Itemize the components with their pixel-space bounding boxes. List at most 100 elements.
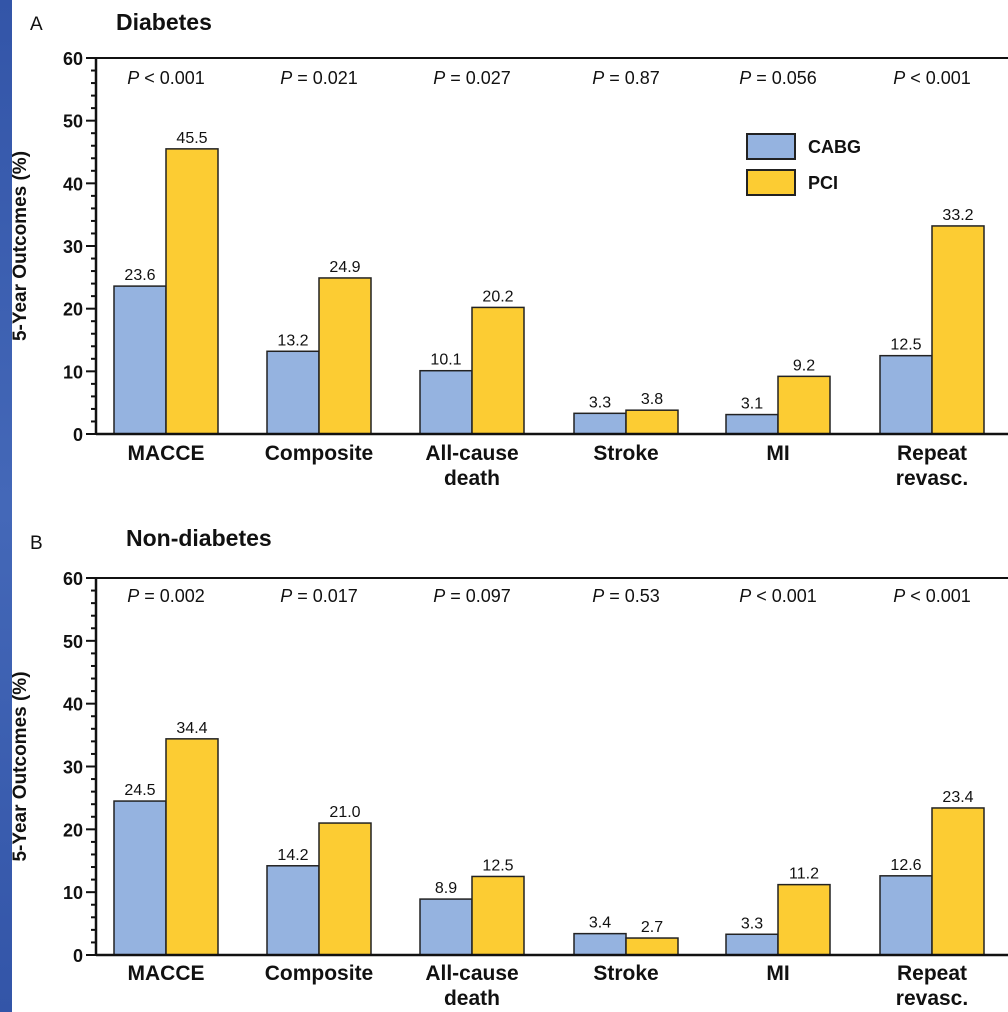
data-label: 9.2 xyxy=(793,357,815,374)
y-tick-label: 40 xyxy=(63,174,83,194)
y-axis-label: 5-Year Outcomes (%) xyxy=(12,671,31,861)
p-value-label: P < 0.001 xyxy=(739,586,817,606)
y-tick-label: 0 xyxy=(73,946,83,966)
x-category-label: All-cause xyxy=(425,962,518,985)
y-axis-label: 5-Year Outcomes (%) xyxy=(12,151,31,341)
data-label: 12.6 xyxy=(890,857,921,874)
bar-pci xyxy=(777,375,831,435)
bar-cabg xyxy=(573,412,627,435)
bar-cabg xyxy=(266,865,320,956)
data-label: 21.0 xyxy=(329,804,360,821)
data-label: 13.2 xyxy=(277,332,308,349)
bar-cabg xyxy=(419,369,473,435)
figure: A Diabetes 5-Year Outcomes (%) 0 10 20 30 40 50 6… xyxy=(12,0,1008,1012)
panel-letter: B xyxy=(30,533,43,554)
data-label: 3.1 xyxy=(741,396,763,413)
bar-cabg xyxy=(113,800,167,956)
data-label: 23.6 xyxy=(124,267,155,284)
x-category-label: MACCE xyxy=(128,442,205,465)
data-label: 14.2 xyxy=(277,847,308,864)
y-tick-label: 30 xyxy=(63,237,83,257)
data-label: 34.4 xyxy=(176,720,207,737)
bar-cabg xyxy=(879,875,933,956)
x-category-label: Repeat xyxy=(897,962,967,985)
y-tick-label: 30 xyxy=(63,758,83,778)
data-label: 33.2 xyxy=(942,207,973,224)
x-category-label: death xyxy=(444,467,500,490)
x-category-label: MACCE xyxy=(128,962,205,985)
legend-label: PCI xyxy=(808,173,838,193)
data-label: 24.9 xyxy=(329,259,360,276)
y-tick-label: 50 xyxy=(63,632,83,652)
bar-cabg xyxy=(725,413,779,435)
bar-cabg xyxy=(419,898,473,956)
p-value-label: P = 0.097 xyxy=(433,586,511,606)
x-category-label: revasc. xyxy=(896,987,968,1010)
data-label: 20.2 xyxy=(482,288,513,305)
data-label: 45.5 xyxy=(176,130,207,147)
data-label: 3.3 xyxy=(741,915,763,932)
bar-pci xyxy=(625,937,679,956)
panel-letter: A xyxy=(30,14,43,35)
bar-pci xyxy=(931,225,985,435)
x-category-label: MI xyxy=(766,442,789,465)
x-category-label: death xyxy=(444,987,500,1010)
y-tick-label: 60 xyxy=(63,49,83,69)
bar-cabg xyxy=(879,354,933,435)
x-category-label: Stroke xyxy=(593,442,658,465)
data-label: 23.4 xyxy=(942,789,973,806)
bar-cabg xyxy=(266,350,320,435)
p-value-label: P = 0.002 xyxy=(127,586,205,606)
x-category-label: revasc. xyxy=(896,467,968,490)
data-label: 3.4 xyxy=(589,915,611,932)
p-value-label: P = 0.027 xyxy=(433,68,511,88)
data-label: 24.5 xyxy=(124,782,155,799)
data-label: 8.9 xyxy=(435,880,457,897)
p-value-label: P < 0.001 xyxy=(127,68,205,88)
p-value-label: P = 0.87 xyxy=(592,68,660,88)
data-label: 12.5 xyxy=(482,857,513,874)
bar-pci xyxy=(931,807,985,956)
p-value-label: P = 0.021 xyxy=(280,68,358,88)
y-tick-label: 40 xyxy=(63,695,83,715)
bar-cabg xyxy=(573,932,627,956)
y-tick-label: 60 xyxy=(63,569,83,589)
bar-pci xyxy=(471,306,525,435)
data-label: 10.1 xyxy=(430,352,461,369)
legend-swatch-pci xyxy=(746,169,796,196)
legend-label: CABG xyxy=(808,137,861,157)
x-category-label: Composite xyxy=(265,442,374,465)
x-category-label: Stroke xyxy=(593,962,658,985)
x-category-label: Repeat xyxy=(897,442,967,465)
chart-figure: A Diabetes 5-Year Outcomes (%) 0 10 20 30 40 50 6… xyxy=(12,9,1008,1010)
data-label: 3.8 xyxy=(641,391,663,408)
bar-pci xyxy=(625,409,679,435)
bar-pci xyxy=(318,277,372,435)
data-label: 3.3 xyxy=(589,394,611,411)
y-tick-label: 50 xyxy=(63,112,83,132)
bar-pci xyxy=(777,883,831,956)
y-tick-label: 10 xyxy=(63,883,83,903)
p-value-label: P = 0.53 xyxy=(592,586,660,606)
p-value-label: P < 0.001 xyxy=(893,68,971,88)
legend-swatch-cabg xyxy=(746,133,796,160)
bar-pci xyxy=(165,148,219,435)
data-label: 11.2 xyxy=(789,866,819,883)
data-label: 12.5 xyxy=(890,337,921,354)
bar-cabg xyxy=(725,933,779,956)
data-label: 2.7 xyxy=(641,919,663,936)
x-category-label: Composite xyxy=(265,962,374,985)
y-tick-label: 10 xyxy=(63,362,83,382)
p-value-label: P = 0.056 xyxy=(739,68,817,88)
p-value-label: P = 0.017 xyxy=(280,586,358,606)
p-value-label: P < 0.001 xyxy=(893,586,971,606)
y-tick-label: 20 xyxy=(63,820,83,840)
bar-cabg xyxy=(113,285,167,435)
x-category-label: All-cause xyxy=(425,442,518,465)
bar-pci xyxy=(318,822,372,956)
panel-title: Non-diabetes xyxy=(126,525,272,551)
y-tick-label: 0 xyxy=(73,425,83,445)
bar-pci xyxy=(471,875,525,956)
x-category-label: MI xyxy=(766,962,789,985)
panel-title: Diabetes xyxy=(116,9,212,35)
